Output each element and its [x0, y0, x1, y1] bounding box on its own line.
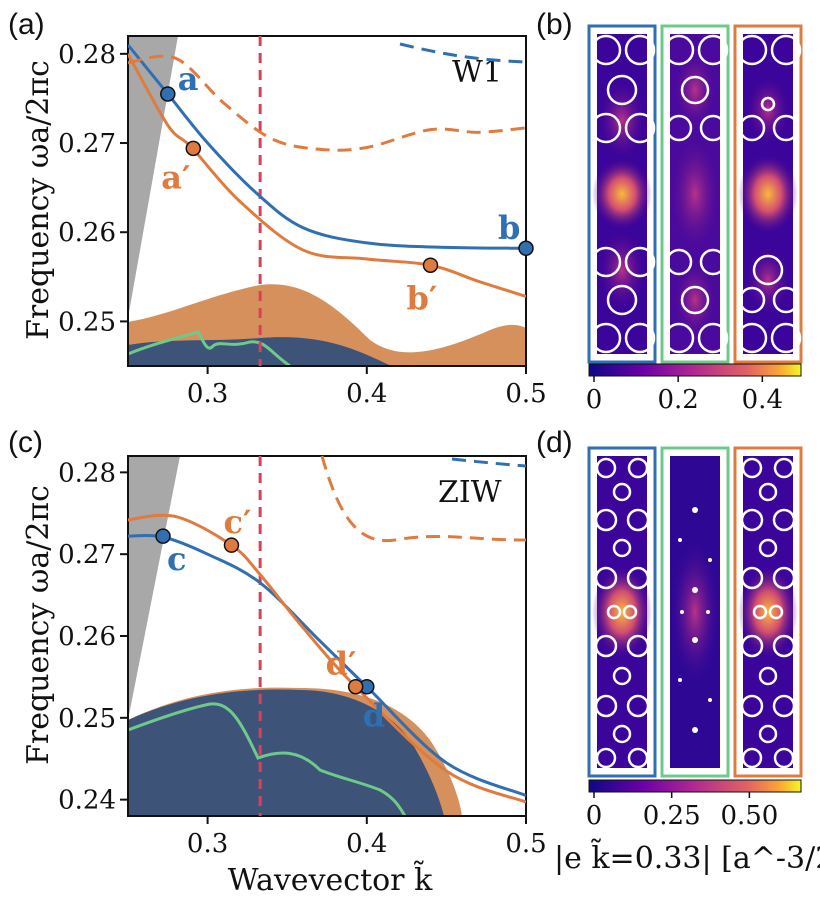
x-tick-label: 0.5: [505, 829, 546, 859]
point-label: b′: [406, 279, 437, 317]
y-tick-label: 0.28: [58, 40, 116, 70]
point-label: d: [363, 697, 385, 735]
ylabel-c: Frequency ωa/2πc: [21, 485, 56, 765]
point-label: c: [167, 540, 186, 578]
blue-dashed-c: [451, 457, 527, 468]
y-tick-label: 0.28: [58, 458, 116, 488]
point-marker: [185, 140, 202, 157]
colorbar-b: [588, 363, 802, 377]
series-orange-mode: [128, 53, 526, 298]
colorbar-d-ticks: 0 0.25 0.50: [586, 792, 778, 831]
colorbar-tick-label: 0: [586, 385, 603, 415]
point-marker: [518, 240, 534, 257]
colorbar-tick-label: 0.25: [643, 801, 701, 831]
x-tick-label: 0.5: [505, 379, 546, 409]
series-blue-mode: [128, 533, 526, 797]
series-c: [128, 456, 526, 816]
panel-label-c: (c): [8, 426, 43, 459]
series-blue-mode: [128, 43, 526, 250]
panel-c: 0.3 0.4 0.5 0.28 0.27 0.26 0.25 0.24 c c′ dd′ ZIW…: [21, 455, 547, 898]
series-orange-mode: [128, 513, 526, 804]
green-band-c: [128, 702, 407, 816]
colorbar-d: [588, 779, 802, 793]
colorbar-tick-label: 0.4: [742, 385, 783, 415]
colorbar-tick-label: 0: [586, 801, 603, 831]
x-tick-label: 0.3: [187, 379, 228, 409]
y-tick-label: 0.26: [58, 218, 116, 248]
series-a: [128, 36, 526, 366]
series-orange-dashed: [128, 54, 526, 152]
point-label: b: [498, 208, 520, 246]
points-c: c c′ dd′: [155, 503, 385, 735]
panel-a: 0.3 0.4 0.50.280.270.260.25 aa′bb′ W1 Freq…: [21, 35, 547, 409]
point-label: a′: [161, 158, 190, 196]
point-marker: [155, 528, 171, 544]
point-label: c′: [223, 503, 251, 541]
point-label: d′: [326, 645, 357, 683]
field-map-d-green: [660, 446, 730, 778]
axes-a: 0.3 0.4 0.5 0.28 0.27 0.26 0.25: [58, 40, 547, 409]
x-tick-label: 0.3: [187, 829, 228, 859]
blue-dashed-a: [399, 42, 527, 64]
field-map-b-green: [660, 24, 730, 364]
y-tick-label: 0.24: [58, 786, 116, 816]
panel-label-a: (a): [8, 8, 45, 41]
ylabel-a: Frequency ωa/2πc: [21, 60, 56, 340]
point-marker: [347, 678, 364, 695]
y-tick-label: 0.25: [58, 307, 116, 337]
panel-label-b: (b): [536, 8, 573, 41]
y-tick-label: 0.27: [58, 540, 116, 570]
axes-c: 0.3 0.4 0.5 0.28 0.27 0.26 0.25 0.24: [58, 458, 547, 859]
colorbar-tick-label: 0.50: [720, 801, 778, 831]
panel-b: 0 0.2 0.4: [586, 24, 803, 415]
hole-pattern-b: [590, 34, 802, 354]
y-tick-label: 0.25: [58, 704, 116, 734]
light-cone-a: [128, 36, 178, 318]
colorbar-d-label: |e k̃=0.33| [a^-3/2]: [554, 838, 820, 876]
colorbar-tick-label: 0.2: [657, 385, 698, 415]
y-tick-label: 0.27: [58, 129, 116, 159]
dot-pattern-d: [678, 507, 712, 733]
x-tick-label: 0.4: [346, 829, 387, 859]
point-marker: [223, 537, 240, 553]
point-label: a: [178, 60, 199, 98]
light-cone-c: [128, 456, 180, 720]
y-tick-label: 0.26: [58, 622, 116, 652]
xlabel-c: Wavevector k̃: [228, 860, 433, 898]
x-tick-label: 0.4: [346, 379, 387, 409]
plot-frame-a: [127, 35, 527, 367]
panel-d: 0 0.25 0.50 |e k̃=0.33| [a^-3/2]: [554, 446, 820, 876]
panel-label-d: (d): [536, 426, 573, 459]
tag-ziw: ZIW: [438, 475, 502, 510]
point-marker: [160, 86, 176, 102]
field-map-b-orange: [733, 24, 803, 364]
colorbar-b-ticks: 0 0.2 0.4: [586, 376, 783, 415]
orange-dashed-c: [320, 455, 527, 543]
hole-pattern-d: [594, 457, 796, 769]
point-marker: [422, 257, 439, 273]
points-a: a a′ b b′: [160, 60, 534, 317]
